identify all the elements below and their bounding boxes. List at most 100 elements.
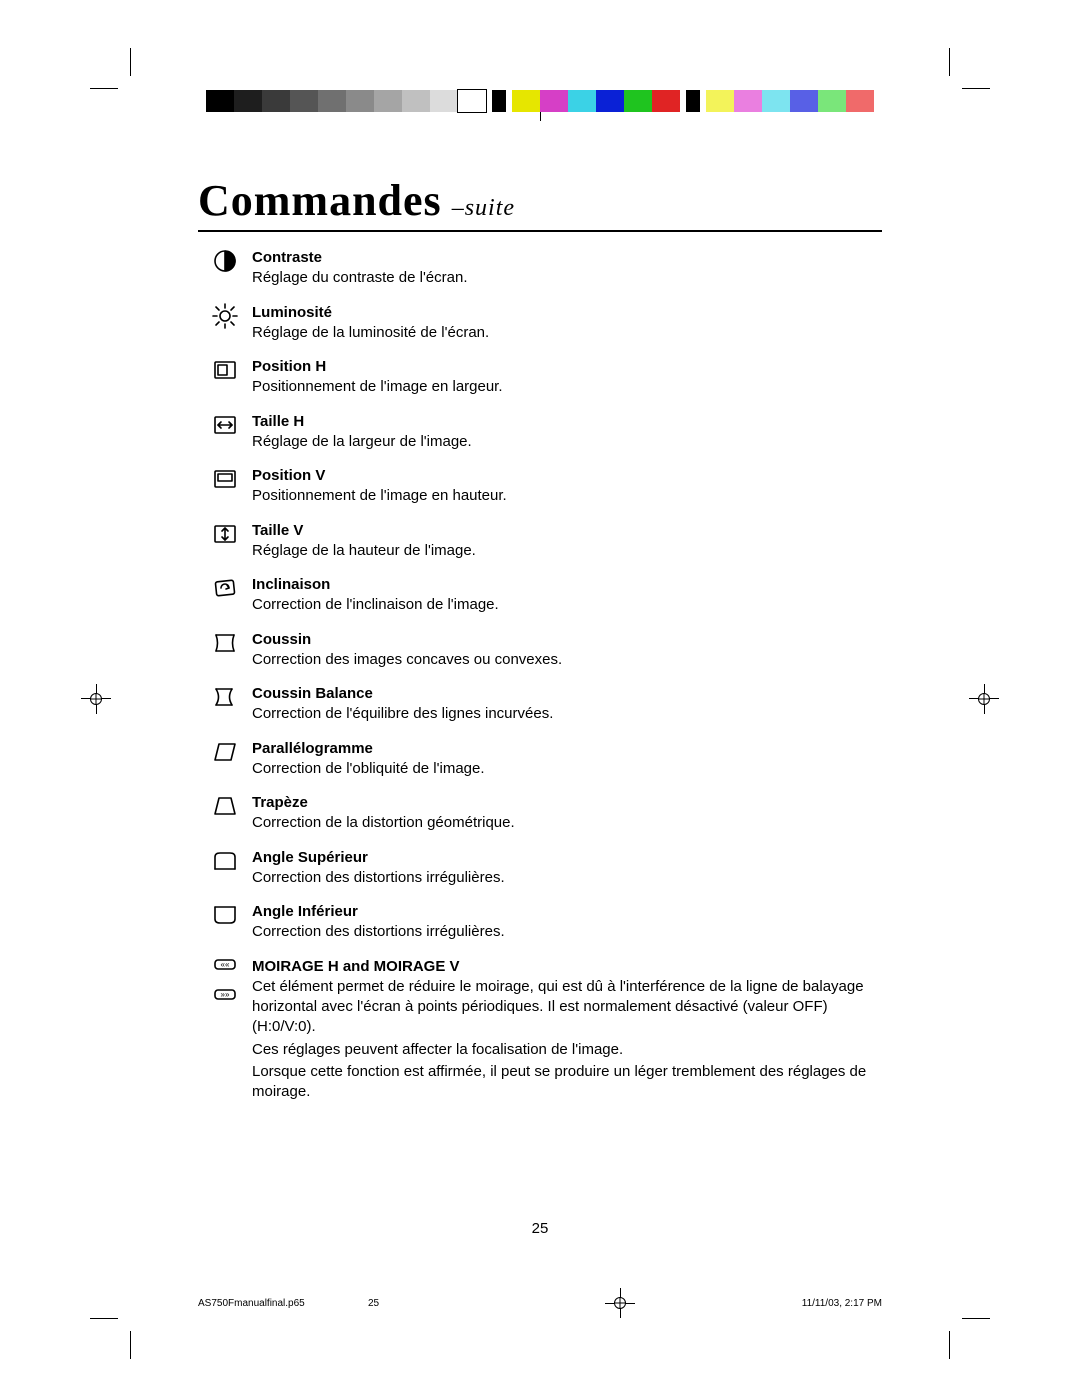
control-text: Taille VRéglage de la hauteur de l'image… xyxy=(252,521,882,562)
control-item: Angle InférieurCorrection des distortion… xyxy=(212,902,882,943)
crop-mark xyxy=(940,58,980,98)
control-desc: Correction de l'obliquité de l'image. xyxy=(252,759,882,779)
page-number: 25 xyxy=(0,1220,1080,1237)
control-title: Taille H xyxy=(252,412,882,432)
control-desc: Cet élément permet de réduire le moirage… xyxy=(252,977,882,1038)
control-desc: Correction de la distortion géométrique. xyxy=(252,813,882,833)
contrast-icon xyxy=(212,248,252,274)
registration-mark xyxy=(90,693,102,705)
color-swatch xyxy=(206,90,234,112)
control-desc: Correction des distortions irrégulières. xyxy=(252,868,882,888)
control-text: Coussin BalanceCorrection de l'équilibre… xyxy=(252,684,882,725)
control-text: Taille HRéglage de la largeur de l'image… xyxy=(252,412,882,453)
control-item: LuminositéRéglage de la luminosité de l'… xyxy=(212,303,882,344)
size-v-icon xyxy=(212,521,252,547)
control-text: InclinaisonCorrection de l'inclinaison d… xyxy=(252,575,882,616)
control-title: Position V xyxy=(252,466,882,486)
color-swatch xyxy=(706,90,734,112)
control-title: Luminosité xyxy=(252,303,882,323)
tilt-icon xyxy=(212,575,252,601)
svg-text:««: «« xyxy=(221,960,230,969)
control-title: Taille V xyxy=(252,521,882,541)
heading-main: Commandes xyxy=(198,175,442,226)
control-text: Position VPositionnement de l'image en h… xyxy=(252,466,882,507)
control-item: ««»»MOIRAGE H and MOIRAGE VCet élément p… xyxy=(212,957,882,1103)
pos-h-icon xyxy=(212,357,252,383)
control-desc: Positionnement de l'image en largeur. xyxy=(252,377,882,397)
control-text: ParallélogrammeCorrection de l'obliquité… xyxy=(252,739,882,780)
control-title: Parallélogramme xyxy=(252,739,882,759)
control-title: Trapèze xyxy=(252,793,882,813)
color-swatch xyxy=(652,90,680,112)
control-desc: Correction de l'inclinaison de l'image. xyxy=(252,595,882,615)
control-title: Coussin xyxy=(252,630,882,650)
parallel-icon xyxy=(212,739,252,765)
crop-mark xyxy=(940,1309,980,1349)
size-h-icon xyxy=(212,412,252,438)
color-swatch xyxy=(512,90,540,112)
crop-mark xyxy=(100,58,140,98)
brightness-icon xyxy=(212,303,252,329)
control-item: ContrasteRéglage du contraste de l'écran… xyxy=(212,248,882,289)
control-desc: Réglage du contraste de l'écran. xyxy=(252,268,882,288)
control-desc-extra: Lorsque cette fonction est affirmée, il … xyxy=(252,1062,882,1103)
control-title: MOIRAGE H and MOIRAGE V xyxy=(252,957,882,977)
control-text: LuminositéRéglage de la luminosité de l'… xyxy=(252,303,882,344)
control-desc-extra: Ces réglages peuvent affecter la focalis… xyxy=(252,1040,882,1060)
control-desc: Réglage de la hauteur de l'image. xyxy=(252,541,882,561)
color-swatch xyxy=(790,90,818,112)
footer-page: 25 xyxy=(368,1298,498,1309)
moire-icon: ««»» xyxy=(212,957,252,1013)
footer-datetime: 11/11/03, 2:17 PM xyxy=(742,1298,882,1309)
control-text: MOIRAGE H and MOIRAGE VCet élément perme… xyxy=(252,957,882,1103)
control-text: ContrasteRéglage du contraste de l'écran… xyxy=(252,248,882,289)
controls-list: ContrasteRéglage du contraste de l'écran… xyxy=(212,248,882,1116)
color-swatch xyxy=(540,90,568,112)
angle-top-icon xyxy=(212,848,252,874)
registration-mark xyxy=(978,693,990,705)
color-swatch xyxy=(234,90,262,112)
pos-v-icon xyxy=(212,466,252,492)
control-title: Contraste xyxy=(252,248,882,268)
color-swatch xyxy=(686,90,700,112)
color-swatch xyxy=(374,90,402,112)
color-swatch xyxy=(762,90,790,112)
color-swatch xyxy=(596,90,624,112)
control-item: InclinaisonCorrection de l'inclinaison d… xyxy=(212,575,882,616)
control-item: Taille HRéglage de la largeur de l'image… xyxy=(212,412,882,453)
color-swatch xyxy=(818,90,846,112)
trapeze-icon xyxy=(212,793,252,819)
control-item: ParallélogrammeCorrection de l'obliquité… xyxy=(212,739,882,780)
color-swatch xyxy=(402,90,430,112)
control-desc: Réglage de la largeur de l'image. xyxy=(252,432,882,452)
color-swatch xyxy=(262,90,290,112)
crop-mark xyxy=(100,1309,140,1349)
control-text: Position HPositionnement de l'image en l… xyxy=(252,357,882,398)
control-item: Taille VRéglage de la hauteur de l'image… xyxy=(212,521,882,562)
manual-page: Commandes –suite ContrasteRéglage du con… xyxy=(0,0,1080,1397)
control-item: TrapèzeCorrection de la distortion géomé… xyxy=(212,793,882,834)
control-title: Coussin Balance xyxy=(252,684,882,704)
control-desc: Correction de l'équilibre des lignes inc… xyxy=(252,704,882,724)
control-item: Coussin BalanceCorrection de l'équilibre… xyxy=(212,684,882,725)
pincushion-icon xyxy=(212,630,252,656)
color-swatch xyxy=(568,90,596,112)
control-title: Inclinaison xyxy=(252,575,882,595)
color-swatch xyxy=(624,90,652,112)
registration-mark xyxy=(614,1297,626,1309)
color-swatch xyxy=(492,90,506,112)
control-item: CoussinCorrection des images concaves ou… xyxy=(212,630,882,671)
control-item: Position HPositionnement de l'image en l… xyxy=(212,357,882,398)
control-desc: Correction des distortions irrégulières. xyxy=(252,922,882,942)
control-text: Angle InférieurCorrection des distortion… xyxy=(252,902,882,943)
printer-color-bar xyxy=(206,90,874,112)
page-heading: Commandes –suite xyxy=(198,175,882,232)
print-footer: AS750Fmanualfinal.p65 25 11/11/03, 2:17 … xyxy=(198,1297,882,1309)
control-desc: Réglage de la luminosité de l'écran. xyxy=(252,323,882,343)
control-item: Position VPositionnement de l'image en h… xyxy=(212,466,882,507)
color-swatch xyxy=(846,90,874,112)
color-swatch xyxy=(318,90,346,112)
color-swatch xyxy=(734,90,762,112)
color-swatch xyxy=(430,90,458,112)
pinbalance-icon xyxy=(212,684,252,710)
